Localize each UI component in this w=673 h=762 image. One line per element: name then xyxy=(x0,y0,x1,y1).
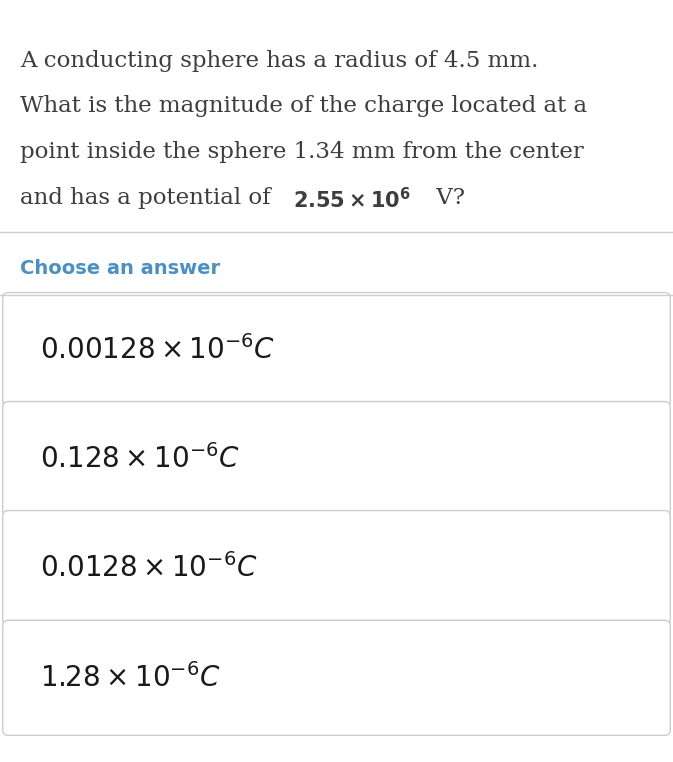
Text: $0.128 \times 10^{-6}C$: $0.128 \times 10^{-6}C$ xyxy=(40,444,240,474)
Text: $1.28 \times 10^{-6}C$: $1.28 \times 10^{-6}C$ xyxy=(40,663,221,693)
Text: and has a potential of: and has a potential of xyxy=(20,187,278,209)
FancyBboxPatch shape xyxy=(3,293,670,408)
Text: $0.0128 \times 10^{-6}C$: $0.0128 \times 10^{-6}C$ xyxy=(40,553,258,583)
FancyBboxPatch shape xyxy=(3,402,670,517)
Text: A conducting sphere has a radius of 4.5 mm.: A conducting sphere has a radius of 4.5 … xyxy=(20,50,538,72)
Text: point inside the sphere 1.34 mm from the center: point inside the sphere 1.34 mm from the… xyxy=(20,141,584,163)
Text: Choose an answer: Choose an answer xyxy=(20,259,220,278)
FancyBboxPatch shape xyxy=(3,511,670,626)
Text: V?: V? xyxy=(429,187,465,209)
FancyBboxPatch shape xyxy=(3,620,670,735)
Text: $\mathbf{2.55 \times 10^6}$: $\mathbf{2.55 \times 10^6}$ xyxy=(293,187,411,212)
Text: $0.00128 \times 10^{-6}C$: $0.00128 \times 10^{-6}C$ xyxy=(40,335,275,365)
Text: What is the magnitude of the charge located at a: What is the magnitude of the charge loca… xyxy=(20,95,588,117)
